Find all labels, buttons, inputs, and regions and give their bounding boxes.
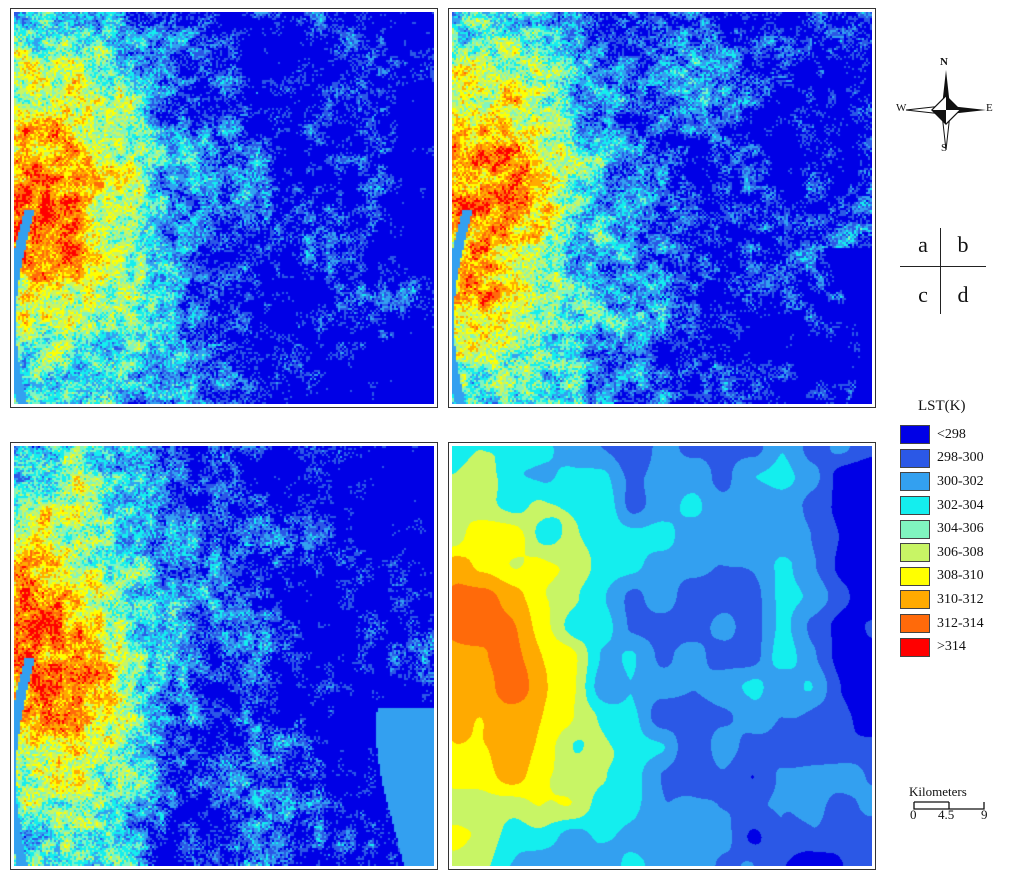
- panel-key-a: a: [918, 232, 928, 257]
- scale-bar: Kilometers 0 4.5 9: [905, 784, 1005, 824]
- panel-key-d: d: [957, 282, 969, 307]
- legend-swatch: [900, 614, 930, 634]
- scale-tick-max: 9: [981, 807, 988, 822]
- legend-swatch: [900, 543, 930, 563]
- legend-row: 308-310: [900, 565, 1010, 589]
- legend-label: 298-300: [937, 450, 984, 466]
- compass-north-label: N: [940, 56, 948, 68]
- legend-label: >314: [937, 639, 966, 655]
- lst-map-a: [14, 12, 434, 404]
- legend-row: 304-306: [900, 517, 1010, 541]
- panel-key-c: c: [918, 282, 928, 307]
- legend-label: 300-302: [937, 473, 984, 489]
- north-arrow-compass: N S W E: [896, 56, 994, 158]
- legend-swatch: [900, 637, 930, 657]
- scale-tick-0: 0: [910, 807, 917, 822]
- panel-d-lst-map: [448, 442, 876, 870]
- legend-swatch: [900, 496, 930, 516]
- legend-label: 308-310: [937, 568, 984, 584]
- legend-label: 302-304: [937, 497, 984, 513]
- panel-key-divider-vertical: [940, 228, 941, 314]
- lst-map-b: [452, 12, 872, 404]
- legend-row: <298: [900, 423, 1010, 447]
- panel-key-b: b: [957, 232, 969, 257]
- scale-bar-title: Kilometers: [909, 784, 967, 799]
- legend-row: 312-314: [900, 612, 1010, 636]
- legend-rows: <298 298-300 300-302 302-304 304-306 306-308 3…: [900, 423, 1010, 659]
- panel-c-lst-map: [10, 442, 438, 870]
- lst-map-c: [14, 446, 434, 866]
- scale-bar-graphic: [913, 801, 985, 810]
- legend-swatch: [900, 448, 930, 468]
- legend-label: 310-312: [937, 591, 984, 607]
- legend-swatch: [900, 425, 930, 445]
- legend-swatch: [900, 590, 930, 610]
- legend-row: 302-304: [900, 494, 1010, 518]
- panel-layout-key: a b c d: [900, 228, 986, 316]
- compass-rose-icon: [905, 70, 986, 151]
- legend-row: 310-312: [900, 588, 1010, 612]
- legend-label: 312-314: [937, 615, 984, 631]
- legend-row: 298-300: [900, 447, 1010, 471]
- legend-swatch: [900, 472, 930, 492]
- compass-west-label: W: [896, 102, 907, 114]
- compass-south-label: S: [941, 142, 948, 154]
- legend-swatch: [900, 566, 930, 586]
- legend-label: 304-306: [937, 521, 984, 537]
- legend-row: 306-308: [900, 541, 1010, 565]
- scale-tick-mid: 4.5: [938, 807, 955, 822]
- lst-map-d: [452, 446, 872, 866]
- legend-label: <298: [937, 426, 966, 442]
- lst-legend: LST(K) <298 298-300 300-302 302-304 304-306 3…: [900, 398, 1010, 659]
- legend-title: LST(K): [918, 398, 966, 414]
- compass-east-label: E: [986, 102, 993, 114]
- panel-b-lst-map: [448, 8, 876, 408]
- legend-row: 300-302: [900, 470, 1010, 494]
- legend-label: 306-308: [937, 544, 984, 560]
- panel-key-divider-horizontal: [900, 266, 986, 267]
- legend-row: >314: [900, 635, 1010, 659]
- legend-swatch: [900, 519, 930, 539]
- panel-a-lst-map: [10, 8, 438, 408]
